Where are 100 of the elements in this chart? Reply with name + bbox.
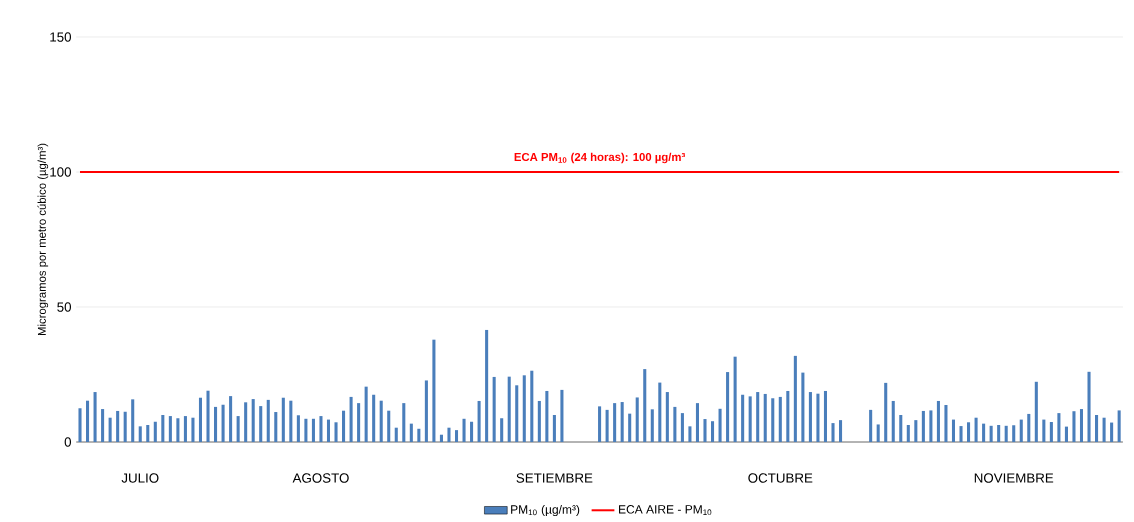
bar [131, 399, 135, 442]
bar [1019, 419, 1023, 442]
bar [394, 427, 398, 442]
bar [997, 424, 1001, 442]
bar [560, 389, 564, 442]
bar [176, 418, 180, 442]
bar [951, 419, 956, 442]
bar [364, 386, 368, 442]
bar [349, 396, 353, 442]
bar [944, 405, 948, 442]
bar [891, 400, 895, 442]
bar [515, 385, 519, 442]
bar [304, 418, 308, 442]
bar [1117, 410, 1121, 442]
bar [274, 412, 278, 442]
bar [658, 382, 662, 442]
bar [206, 390, 210, 442]
bar [1027, 413, 1031, 442]
bar [138, 426, 142, 442]
bar [311, 418, 315, 442]
bar [319, 416, 323, 442]
bar [598, 406, 602, 442]
bar [552, 415, 556, 442]
bar [372, 394, 376, 442]
bar [1079, 409, 1084, 442]
bar [357, 403, 361, 442]
bar [643, 369, 647, 442]
bar [236, 416, 240, 442]
bar [869, 409, 873, 442]
bar [711, 421, 715, 442]
bar [168, 416, 172, 442]
bar [545, 390, 549, 442]
bar [771, 398, 775, 442]
bar [1095, 415, 1099, 442]
bar [221, 404, 225, 442]
bar [470, 421, 474, 442]
bar [379, 400, 383, 442]
bar [1034, 381, 1038, 442]
bar [537, 400, 541, 442]
y-tick-label: 100 [50, 167, 72, 177]
bar [462, 418, 466, 442]
x-tick-label: NOVIEMBRE [974, 473, 1054, 483]
bar [289, 400, 293, 442]
bar [650, 409, 654, 442]
bar [1004, 425, 1008, 442]
bar [1064, 426, 1068, 442]
bar [146, 424, 150, 442]
bar [454, 430, 459, 442]
bar [899, 415, 903, 442]
bar [726, 372, 730, 442]
y-axis-title: Microgramos por metro cúbico (µg/m³) [37, 143, 49, 336]
bar [530, 370, 534, 442]
bar [229, 396, 233, 442]
bar [251, 399, 255, 442]
bar [432, 339, 436, 442]
bar [259, 406, 263, 442]
bar [281, 397, 285, 442]
bar [816, 393, 820, 442]
bar [793, 355, 797, 442]
y-tick-label: 0 [64, 437, 72, 447]
bar [477, 400, 481, 442]
bar [906, 424, 910, 442]
bar [409, 423, 413, 442]
bar [342, 410, 346, 442]
bar [703, 419, 707, 442]
bar [959, 426, 963, 442]
bar [198, 397, 203, 442]
bar [326, 419, 331, 442]
bar [695, 403, 699, 442]
bar [748, 396, 752, 442]
bar [1087, 371, 1091, 442]
bar [921, 410, 925, 442]
bar [936, 400, 940, 442]
bar [191, 417, 195, 442]
bar [1049, 422, 1053, 442]
bar [876, 424, 880, 442]
bar [1042, 419, 1046, 442]
bar [741, 394, 745, 442]
bar [808, 392, 812, 442]
bar [673, 406, 677, 442]
bar [1102, 417, 1106, 442]
y-tick-label: 150 [50, 32, 72, 42]
x-tick-label: AGOSTO [292, 473, 349, 483]
bar [93, 392, 97, 442]
bar [485, 329, 489, 442]
bar [123, 411, 127, 442]
bar [402, 403, 406, 442]
bar [500, 418, 504, 442]
bar [823, 390, 828, 442]
bar [635, 397, 639, 442]
bar [1110, 422, 1114, 442]
bar [989, 425, 993, 442]
y-tick-label: 50 [57, 302, 72, 312]
bar [605, 409, 609, 442]
bar [665, 392, 669, 442]
bar [522, 375, 526, 442]
bar [108, 417, 112, 442]
bar [733, 356, 737, 442]
bar [183, 416, 187, 442]
bar [801, 372, 805, 442]
